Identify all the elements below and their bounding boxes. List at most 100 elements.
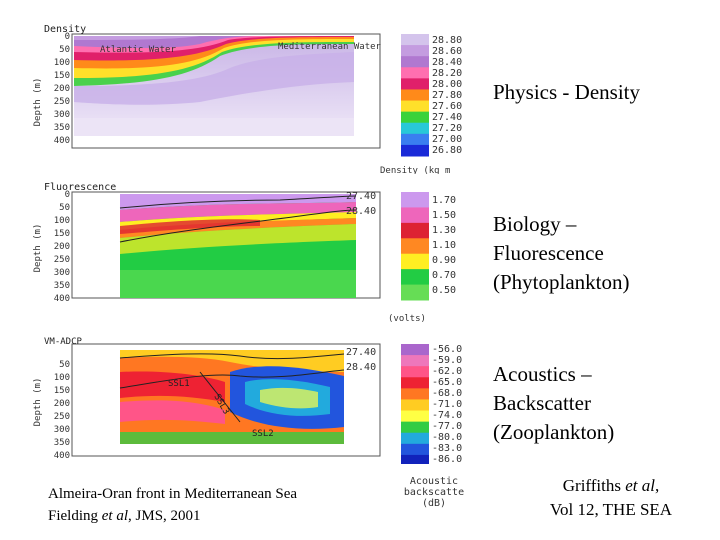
acoustics-label-line2: Backscatter	[493, 391, 591, 415]
scale-label: 28.00	[432, 79, 462, 90]
griffiths-line1: Griffiths et al,	[536, 474, 686, 498]
fluorescence-panel: Fluorescence 27.40 28.40 Depth (m) 0 50 …	[0, 180, 480, 325]
colorbar-swatch	[401, 111, 429, 124]
fielding-post: , JMS, 2001	[128, 508, 201, 524]
colorbar-swatch	[401, 122, 429, 135]
scale-label: 0.90	[432, 255, 456, 266]
physics-label-text: Physics - Density	[493, 80, 640, 104]
scale-label: 28.40	[432, 57, 462, 68]
ytick: 200	[54, 242, 70, 252]
atlantic-water-label: Atlantic Water	[100, 45, 176, 55]
contour-label-lower: 28.40	[346, 206, 376, 217]
biology-label-line2: Fluorescence	[493, 241, 604, 265]
colorbar-swatch	[401, 399, 429, 412]
acoustic-units-line1: Acoustic	[409, 476, 459, 487]
ytick: 200	[54, 84, 70, 94]
griffiths-post: ,	[655, 476, 660, 495]
fluorescence-colorbar	[401, 192, 429, 301]
colorbar-swatch	[401, 454, 429, 467]
colorbar-swatch	[401, 192, 429, 208]
ytick: 150	[54, 386, 70, 396]
scale-label: 28.80	[432, 35, 462, 46]
colorbar-swatch	[401, 377, 429, 389]
ssl2-label: SSL2	[252, 429, 274, 439]
scale-label: 0.50	[432, 285, 456, 296]
contour-label-upper: 27.40	[346, 347, 376, 358]
ytick: 350	[54, 281, 70, 291]
colorbar-swatch	[401, 89, 429, 102]
scale-label: -62.0	[432, 366, 462, 377]
fluorescence-units: (volts)	[388, 314, 426, 324]
colorbar-swatch	[401, 45, 429, 57]
scale-label: 27.00	[432, 134, 462, 145]
fluorescence-title: Fluorescence	[44, 182, 116, 193]
colorbar-swatch	[401, 366, 429, 378]
scale-label: -68.0	[432, 388, 462, 399]
ytick: 300	[54, 268, 70, 278]
griffiths-citation: Griffiths et al, Vol 12, THE SEA	[536, 474, 686, 522]
physics-label: Physics - Density	[493, 78, 640, 107]
colorbar-swatch	[401, 443, 429, 456]
ytick: 350	[54, 438, 70, 448]
colorbar-swatch	[401, 410, 429, 423]
fielding-citation: Fielding et al, JMS, 2001	[48, 508, 201, 525]
scale-label: 1.50	[432, 210, 456, 221]
ytick: 50	[59, 203, 70, 213]
colorbar-swatch	[401, 67, 429, 79]
ytick: 100	[54, 216, 70, 226]
fluorescence-scale-labels: 1.70 1.50 1.30 1.10 0.90 0.70 0.50	[432, 195, 456, 296]
colorbar-swatch	[401, 432, 429, 445]
acoustics-label-line3: (Zooplankton)	[493, 420, 615, 444]
scale-label: 27.40	[432, 112, 462, 123]
colorbar-swatch	[401, 421, 429, 434]
ytick: 250	[54, 412, 70, 422]
scale-label: -86.0	[432, 454, 462, 464]
colorbar-swatch	[401, 269, 429, 286]
fluorescence-yticks: 0 50 100 150 200 250 300 350 400	[54, 190, 70, 304]
scale-label: 27.80	[432, 90, 462, 101]
density-title: Density	[44, 24, 86, 35]
front-caption-text: Almeira-Oran front in Mediterranean Sea	[48, 486, 298, 502]
ytick: 400	[54, 451, 70, 461]
acoustic-panel: VM-ADCP 27.40 28.40 SSL1 SSL3 SSL2 Depth…	[0, 332, 480, 467]
density-scale-labels: 28.80 28.60 28.40 28.20 28.00 27.80 27.6…	[432, 35, 462, 156]
colorbar-swatch	[401, 344, 429, 356]
scale-label: -56.0	[432, 344, 462, 355]
scale-label: -80.0	[432, 432, 462, 443]
scale-label: -74.0	[432, 410, 462, 421]
scale-label: -59.0	[432, 355, 462, 366]
acoustic-plot: VM-ADCP 27.40 28.40 SSL1 SSL3 SSL2 Depth…	[33, 337, 462, 467]
ssl1-label: SSL1	[168, 379, 190, 389]
colorbar-swatch	[401, 207, 429, 224]
ytick: 400	[54, 294, 70, 304]
acoustic-yticks: 50 100 150 200 250 300 350 400	[54, 360, 70, 461]
acoustic-units-line3: (dB)	[421, 498, 447, 509]
ytick: 100	[54, 373, 70, 383]
ytick: 100	[54, 58, 70, 68]
ytick: 300	[54, 110, 70, 120]
acoustics-label-line1: Acoustics –	[493, 362, 592, 386]
colorbar-swatch	[401, 100, 429, 113]
scale-label: 26.80	[432, 145, 462, 156]
scale-label: 27.20	[432, 123, 462, 134]
acoustic-ylabel: Depth (m)	[33, 378, 43, 427]
contour-label-upper: 27.40	[346, 191, 376, 202]
ytick: 250	[54, 97, 70, 107]
scale-label: 1.10	[432, 240, 456, 251]
scale-label: -65.0	[432, 377, 462, 388]
density-panel: Density Atlantic Water Mediterranean Wat…	[0, 22, 480, 176]
colorbar-swatch	[401, 253, 429, 270]
density-yticks: 0 50 100 150 200 250 300 350 400	[54, 32, 70, 146]
biology-label: Biology – Fluorescence (Phytoplankton)	[493, 210, 630, 297]
ytick: 400	[54, 136, 70, 146]
density-units: Density (kg m	[380, 166, 450, 174]
acoustic-units: Acoustic backscatte (dB)	[398, 476, 470, 509]
biology-label-line1: Biology –	[493, 212, 577, 236]
scale-label: -83.0	[432, 443, 462, 454]
scale-label: 28.60	[432, 46, 462, 57]
front-caption: Almeira-Oran front in Mediterranean Sea	[48, 486, 297, 503]
fluorescence-ylabel: Depth (m)	[33, 224, 43, 273]
ytick: 350	[54, 123, 70, 133]
scale-label: 27.60	[432, 101, 462, 112]
acoustic-units-line2: backscatte	[403, 487, 465, 498]
